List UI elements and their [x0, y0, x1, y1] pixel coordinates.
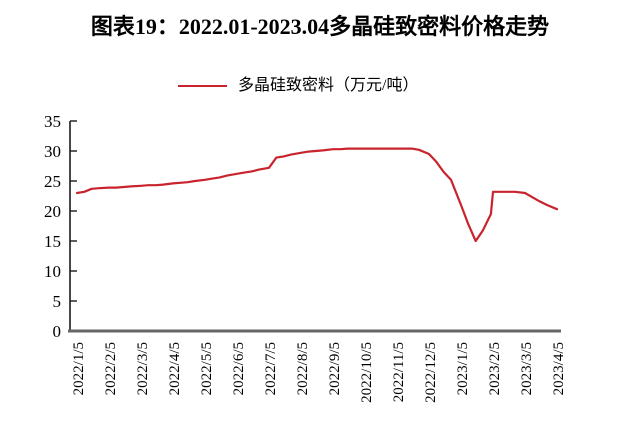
x-tick-label: 2022/3/5: [135, 342, 151, 395]
x-tick-label: 2022/11/5: [391, 342, 407, 402]
legend-line-swatch-icon: [178, 85, 227, 87]
y-tick-label: 25: [44, 172, 61, 191]
x-tick-label: 2023/3/5: [519, 342, 535, 395]
y-tick-label: 0: [53, 322, 62, 341]
x-tick-label: 2022/7/5: [263, 342, 279, 395]
y-tick-label: 5: [53, 292, 62, 311]
x-tick-label: 2023/4/5: [551, 342, 567, 395]
legend-label: 多晶硅致密料（万元/吨）: [238, 77, 419, 94]
y-tick-label: 20: [44, 202, 61, 221]
price-line-chart: 0 5 10 15 20 25 30 35 2022/1/5 2022/2/5 2022/3/5 20…: [44, 112, 567, 403]
price-line-series: [75, 147, 559, 243]
y-tick-label: 30: [44, 142, 61, 161]
x-tick-label: 2022/4/5: [167, 342, 183, 395]
y-tick-label: 15: [44, 232, 61, 251]
x-tick-label: 2023/2/5: [487, 342, 503, 395]
x-tick-label: 2022/6/5: [231, 342, 247, 395]
x-tick-label: 2022/5/5: [199, 342, 215, 395]
y-tick-label: 35: [44, 112, 61, 131]
x-tick-label: 2022/1/5: [71, 342, 87, 395]
x-tick-label: 2022/2/5: [103, 342, 119, 395]
y-tick-label: 10: [44, 262, 61, 281]
x-tick-label: 2022/10/5: [359, 342, 375, 403]
figure-title: 图表19：2022.01-2023.04多晶硅致密料价格走势: [90, 14, 550, 39]
chart-legend: 多晶硅致密料（万元/吨）: [178, 77, 418, 95]
x-tick-label: 2022/9/5: [327, 342, 343, 395]
x-tick-label: 2022/8/5: [295, 342, 311, 395]
x-tick-label: 2022/12/5: [423, 342, 439, 403]
x-tick-label: 2023/1/5: [455, 342, 471, 395]
